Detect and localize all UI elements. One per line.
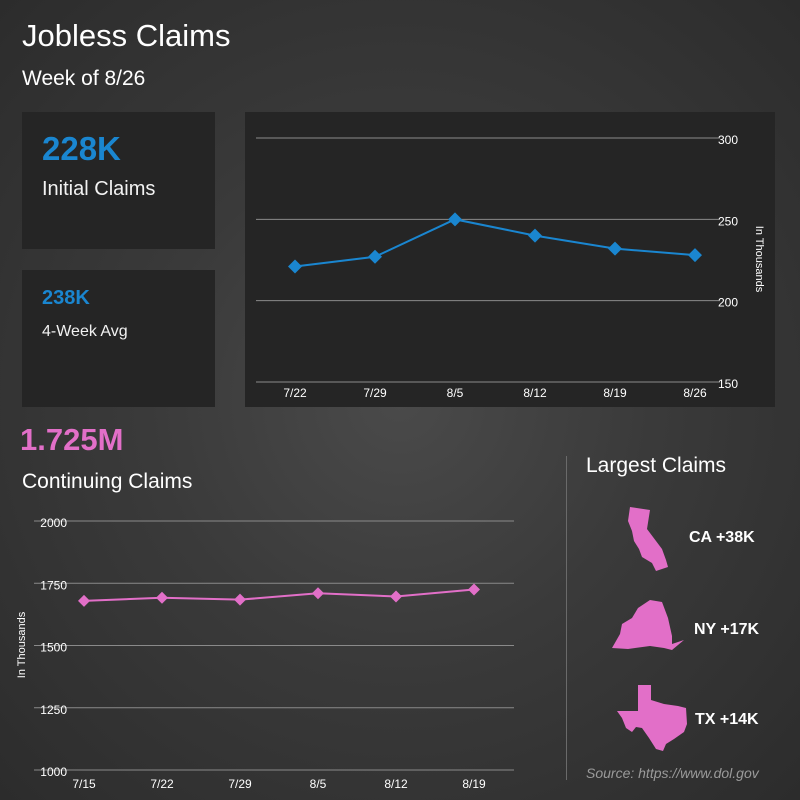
continuing-chart-y-tick: 1000: [40, 765, 67, 779]
page-subtitle: Week of 8/26: [22, 67, 146, 90]
four-week-avg-value: 238K: [42, 287, 90, 309]
continuing-chart-series-line: [83, 588, 475, 602]
initial-chart-y-tick: 250: [718, 214, 738, 228]
initial-chart-x-tick: 7/29: [363, 386, 387, 400]
initial-chart-point: [608, 241, 622, 256]
initial-claims-card: 228K Initial Claims: [22, 112, 215, 249]
section-divider: [566, 456, 567, 780]
california-icon: [628, 507, 668, 571]
initial-claims-label: Initial Claims: [42, 178, 156, 200]
continuing-chart-x-tick: 8/12: [384, 777, 408, 791]
new-york-icon: [612, 600, 684, 650]
continuing-chart-point: [312, 587, 324, 600]
state-label-ny: NY +17K: [694, 621, 760, 638]
continuing-chart-x-tick: 7/22: [150, 777, 174, 791]
initial-claims-chart-card: 300 250 200 150 7/22 7/29 8/5 8/12 8/19 8/26 In Th…: [245, 112, 775, 407]
continuing-chart-x-tick: 8/5: [310, 777, 327, 791]
continuing-chart-point: [390, 590, 402, 603]
continuing-chart-y-tick: 1750: [40, 578, 67, 592]
continuing-chart-x-tick: 8/19: [462, 777, 486, 791]
continuing-claims-value: 1.725M: [20, 422, 124, 457]
continuing-chart-y-tick: 1500: [40, 641, 67, 655]
initial-chart-y-tick: 200: [718, 296, 738, 310]
continuing-chart-y-tick: 2000: [40, 516, 67, 530]
initial-claims-chart: 300 250 200 150 7/22 7/29 8/5 8/12 8/19 8/26 In Th…: [256, 133, 765, 400]
initial-chart-y-tick: 150: [718, 377, 738, 391]
four-week-avg-label: 4-Week Avg: [42, 323, 128, 340]
initial-chart-x-tick: 8/5: [447, 386, 464, 400]
page-title: Jobless Claims: [22, 18, 231, 53]
continuing-chart-x-tick: 7/29: [228, 777, 252, 791]
initial-chart-x-tick: 8/26: [683, 386, 707, 400]
continuing-chart-y-axis-label: In Thousands: [16, 611, 28, 678]
continuing-claims-chart: 2000 1750 1500 1250 1000 7/15 7/22 7/29 8/5 8/12 8…: [16, 516, 514, 791]
initial-chart-point: [368, 249, 382, 264]
largest-claims-title: Largest Claims: [586, 454, 727, 477]
initial-claims-value: 228K: [42, 130, 121, 167]
source-note: Source: https://www.dol.gov: [586, 765, 759, 781]
initial-chart-x-tick: 8/19: [603, 386, 627, 400]
continuing-chart-point: [156, 591, 168, 604]
four-week-avg-card: 238K 4-Week Avg: [22, 270, 215, 407]
continuing-chart-point: [234, 593, 246, 606]
initial-chart-x-tick: 8/12: [523, 386, 547, 400]
initial-chart-point: [528, 228, 542, 243]
state-label-ca: CA +38K: [689, 529, 755, 546]
state-label-tx: TX +14K: [695, 711, 759, 728]
continuing-chart-point: [468, 583, 480, 596]
initial-chart-series-line: [294, 218, 696, 268]
initial-chart-y-axis-label: In Thousands: [753, 226, 765, 293]
continuing-chart-point: [78, 594, 90, 607]
initial-chart-point: [288, 259, 302, 274]
initial-chart-x-tick: 7/22: [283, 386, 307, 400]
texas-icon: [617, 685, 687, 751]
continuing-chart-y-tick: 1250: [40, 703, 67, 717]
initial-chart-point: [688, 248, 702, 263]
initial-chart-y-tick: 300: [718, 133, 738, 147]
continuing-claims-label: Continuing Claims: [22, 470, 193, 493]
initial-chart-point: [448, 212, 462, 227]
continuing-chart-x-tick: 7/15: [72, 777, 96, 791]
